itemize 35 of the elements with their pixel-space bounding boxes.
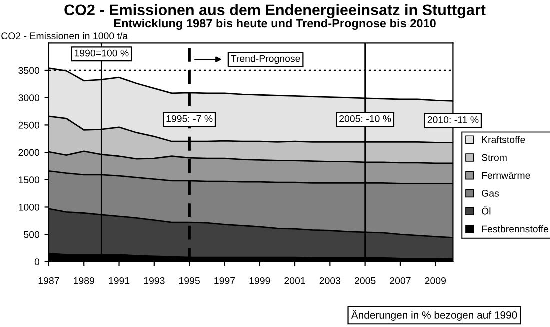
annotation: 1995: -7 % bbox=[166, 115, 213, 122]
x-tick-label: 2009 bbox=[425, 277, 446, 284]
legend-label: Festbrennstoffe bbox=[482, 226, 548, 233]
x-tick-label: 1989 bbox=[74, 277, 94, 284]
legend-label: Strom bbox=[482, 154, 507, 162]
chart-title: CO2 - Emissionen aus dem Endenergieeinsatz in Stuttgart bbox=[64, 4, 486, 19]
x-tick-label: 2003 bbox=[320, 277, 341, 284]
x-tick-label: 2005 bbox=[354, 277, 376, 284]
x-tick-label: 2001 bbox=[284, 277, 306, 284]
y-tick-label: 2500 bbox=[18, 122, 40, 129]
y-tick-label: 0 bbox=[34, 258, 40, 266]
y-tick-label: 1500 bbox=[19, 176, 40, 184]
annotation: 2010: -11 % bbox=[428, 116, 479, 124]
legend-label: Öl bbox=[482, 206, 491, 215]
y-tick-label: 1000 bbox=[19, 204, 40, 211]
x-tick-label: 1993 bbox=[144, 277, 165, 284]
legend-label: Kraftstoffe bbox=[482, 136, 526, 144]
x-tick-label: 1991 bbox=[109, 277, 130, 284]
annotation: 2005: -10 % bbox=[340, 115, 392, 122]
x-tick-label: 2007 bbox=[390, 277, 411, 284]
legend-label: Fernwärme bbox=[482, 172, 530, 180]
y-tick-label: 3500 bbox=[18, 67, 40, 74]
text: Änderungen in % bezogen auf 1990 bbox=[351, 310, 518, 321]
y-tick-label: 500 bbox=[24, 231, 40, 238]
y-axis-title: CO2 - Emissionen in 1000 t/a bbox=[2, 32, 128, 40]
y-tick-label: 2000 bbox=[18, 149, 40, 156]
x-tick-label: 1987 bbox=[38, 277, 60, 284]
x-tick-label: 1997 bbox=[214, 277, 236, 284]
x-tick-label: 1995 bbox=[179, 277, 200, 284]
y-tick-label: 3000 bbox=[18, 94, 40, 102]
x-tick-label: 1999 bbox=[250, 277, 270, 284]
annotation: Trend-Prognose bbox=[231, 55, 300, 64]
chart-subtitle: Entwicklung 1987 bis heute und Trend-Prognose bis 2010 bbox=[114, 18, 436, 30]
legend-label: Gas bbox=[482, 190, 500, 197]
annotation: 1990=100 % bbox=[74, 50, 129, 57]
